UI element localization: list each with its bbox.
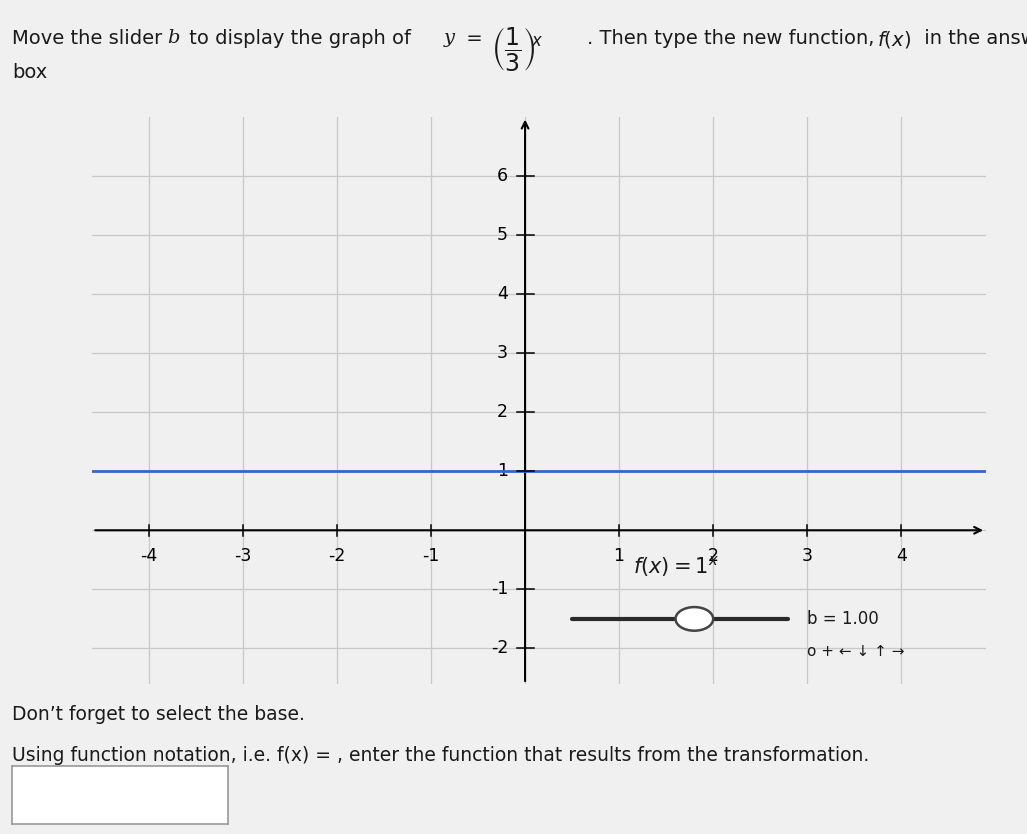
Text: 4: 4 — [497, 285, 508, 303]
Text: Don’t forget to select the base.: Don’t forget to select the base. — [12, 705, 305, 724]
Text: 1: 1 — [497, 462, 508, 480]
Text: 3: 3 — [802, 547, 812, 565]
Text: y: y — [444, 29, 455, 48]
Text: b: b — [167, 29, 180, 48]
Text: 5: 5 — [497, 226, 508, 244]
Circle shape — [676, 607, 713, 631]
Text: =: = — [460, 29, 489, 48]
Text: -1: -1 — [491, 580, 508, 598]
Text: $f(x)$: $f(x)$ — [877, 29, 911, 50]
Text: Move the slider: Move the slider — [12, 29, 168, 48]
Text: -2: -2 — [491, 640, 508, 657]
Text: $\left(\dfrac{1}{3}\right)^{\!\!x}$: $\left(\dfrac{1}{3}\right)^{\!\!x}$ — [491, 25, 543, 73]
Text: Using function notation, i.e. f(x) = , enter the function that results from the : Using function notation, i.e. f(x) = , e… — [12, 746, 870, 766]
Text: box: box — [12, 63, 47, 82]
Text: o + ← ↓ ↑ →: o + ← ↓ ↑ → — [807, 644, 905, 659]
Text: -4: -4 — [141, 547, 157, 565]
Text: in the answer: in the answer — [918, 29, 1027, 48]
Text: -1: -1 — [422, 547, 440, 565]
Text: 2: 2 — [497, 403, 508, 421]
Text: $f(x) = 1^x$: $f(x) = 1^x$ — [634, 555, 719, 580]
Text: 4: 4 — [896, 547, 907, 565]
Text: . Then type the new function,: . Then type the new function, — [587, 29, 881, 48]
Text: b = 1.00: b = 1.00 — [807, 610, 879, 628]
Text: 3: 3 — [497, 344, 508, 362]
Text: 2: 2 — [708, 547, 719, 565]
Text: -2: -2 — [329, 547, 346, 565]
Text: 6: 6 — [497, 167, 508, 185]
Text: to display the graph of: to display the graph of — [183, 29, 417, 48]
Text: 1: 1 — [613, 547, 624, 565]
Text: -3: -3 — [234, 547, 252, 565]
